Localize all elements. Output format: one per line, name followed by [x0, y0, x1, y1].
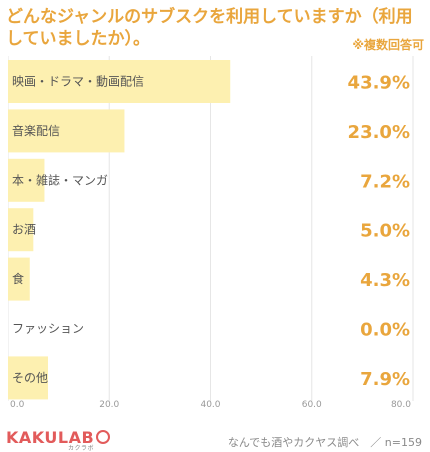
- value-label: 7.9%: [360, 369, 410, 390]
- bar: [8, 208, 34, 252]
- grid-lines: [8, 56, 414, 401]
- category-label: 食: [12, 271, 24, 286]
- bar: [8, 158, 45, 202]
- source-note: なんでも酒やカクヤス調べ ／ n=159: [227, 436, 422, 449]
- logo-mark-icon: [96, 430, 111, 444]
- multiple-answer-note: ※複数回答可: [352, 38, 424, 52]
- category-label: その他: [12, 371, 48, 385]
- value-label: 5.0%: [360, 221, 410, 242]
- category-label: ファッション: [12, 322, 84, 336]
- bar: [8, 109, 125, 153]
- x-tick-label: 40.0: [200, 400, 220, 408]
- value-label: 7.2%: [360, 171, 410, 192]
- x-tick-label: 80.0: [391, 400, 411, 408]
- bar: [8, 257, 30, 301]
- value-label: 0.0%: [360, 320, 410, 341]
- logo-text: KAKULAB: [6, 428, 95, 447]
- x-axis-ticks: 0.0 20.0 40.0 60.0 80.0: [10, 400, 411, 408]
- x-tick-label: 60.0: [302, 400, 322, 408]
- bars: [8, 60, 231, 400]
- kakulab-logo: KAKULAB カクラボ: [6, 428, 111, 452]
- chart-title: どんなジャンルのサブスクを利用していますか（利用していましたか）。: [6, 7, 413, 49]
- value-label: 4.3%: [360, 270, 410, 291]
- x-tick-label: 20.0: [99, 400, 119, 408]
- bar: [8, 356, 48, 400]
- value-label: 43.9%: [348, 73, 410, 94]
- category-label: お酒: [12, 223, 36, 237]
- value-label: 23.0%: [348, 122, 410, 143]
- bar: [8, 60, 231, 103]
- value-labels: 43.9% 23.0% 7.2% 5.0% 4.3% 0.0% 7.9%: [348, 73, 410, 390]
- category-label: 音楽配信: [12, 123, 60, 138]
- category-label: 本・雑誌・マンガ: [12, 172, 108, 187]
- category-label: 映画・ドラマ・動画配信: [12, 75, 144, 89]
- x-tick-label: 0.0: [10, 400, 25, 408]
- logo-subtext: カクラボ: [68, 445, 95, 452]
